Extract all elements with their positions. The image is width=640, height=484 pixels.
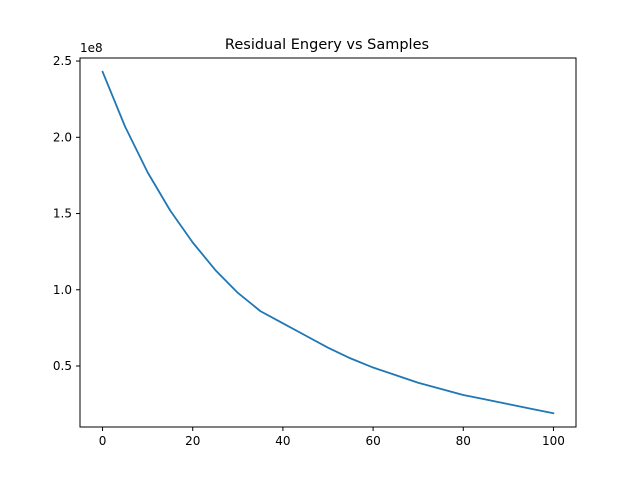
x-tick-label: 40 xyxy=(275,434,290,448)
x-axis-ticks: 0 20 40 60 80 100 xyxy=(99,427,565,448)
x-tick-label: 80 xyxy=(456,434,471,448)
x-tick-label: 20 xyxy=(185,434,200,448)
x-tick-label: 60 xyxy=(365,434,380,448)
y-tick-label: 1.5 xyxy=(53,207,72,221)
x-tick-label: 0 xyxy=(99,434,107,448)
line-layer xyxy=(101,70,555,415)
chart-title: Residual Engery vs Samples xyxy=(225,37,429,53)
x-tick-label: 100 xyxy=(542,434,565,448)
y-tick-label: 2.0 xyxy=(53,130,72,144)
plot-frame xyxy=(79,57,577,428)
y-tick-label: 0.5 xyxy=(53,359,72,373)
y-offset-label: 1e8 xyxy=(80,41,103,55)
series-line xyxy=(101,70,555,415)
y-tick-label: 2.5 xyxy=(53,54,72,68)
y-axis-ticks: 0.5 1.0 1.5 2.0 2.5 xyxy=(53,54,80,373)
y-tick-label: 1.0 xyxy=(53,283,72,297)
